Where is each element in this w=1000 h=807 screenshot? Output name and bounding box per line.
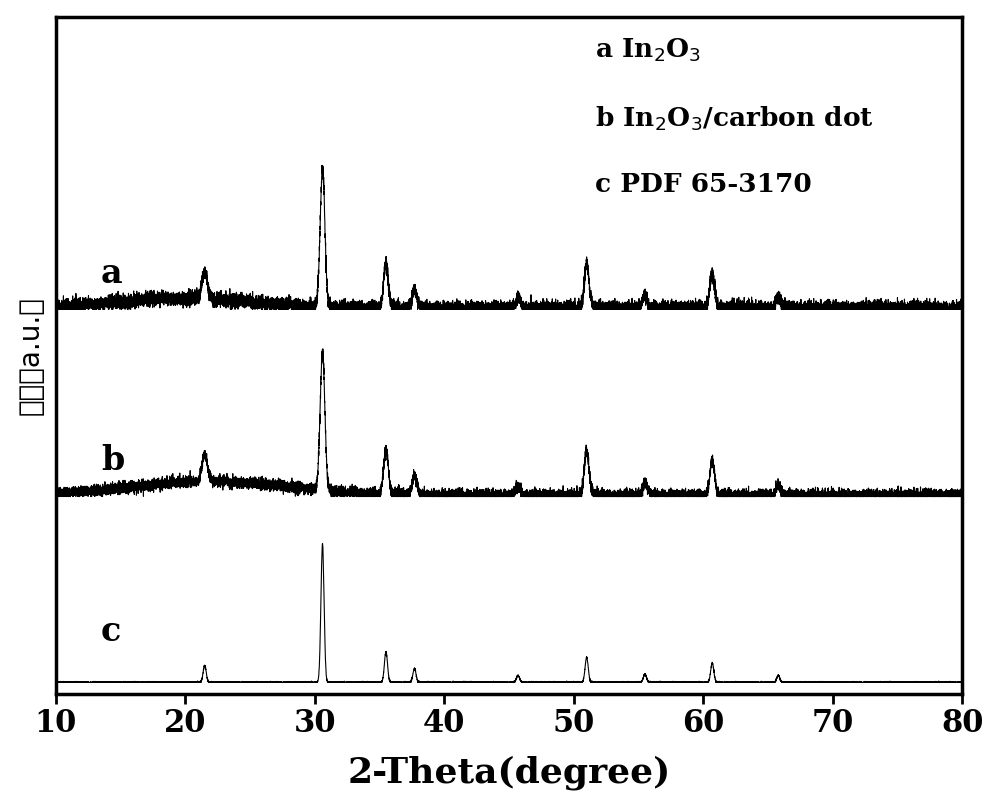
Text: c PDF 65-3170: c PDF 65-3170 (595, 173, 812, 198)
Text: b In$_2$O$_3$/carbon dot: b In$_2$O$_3$/carbon dot (595, 105, 874, 133)
Text: c: c (101, 615, 121, 648)
X-axis label: 2-Theta(degree): 2-Theta(degree) (347, 756, 671, 790)
Text: a: a (101, 257, 123, 290)
Text: a In$_2$O$_3$: a In$_2$O$_3$ (595, 37, 701, 65)
Y-axis label: 强度（a.u.）: 强度（a.u.） (17, 295, 45, 415)
Text: b: b (101, 444, 124, 477)
